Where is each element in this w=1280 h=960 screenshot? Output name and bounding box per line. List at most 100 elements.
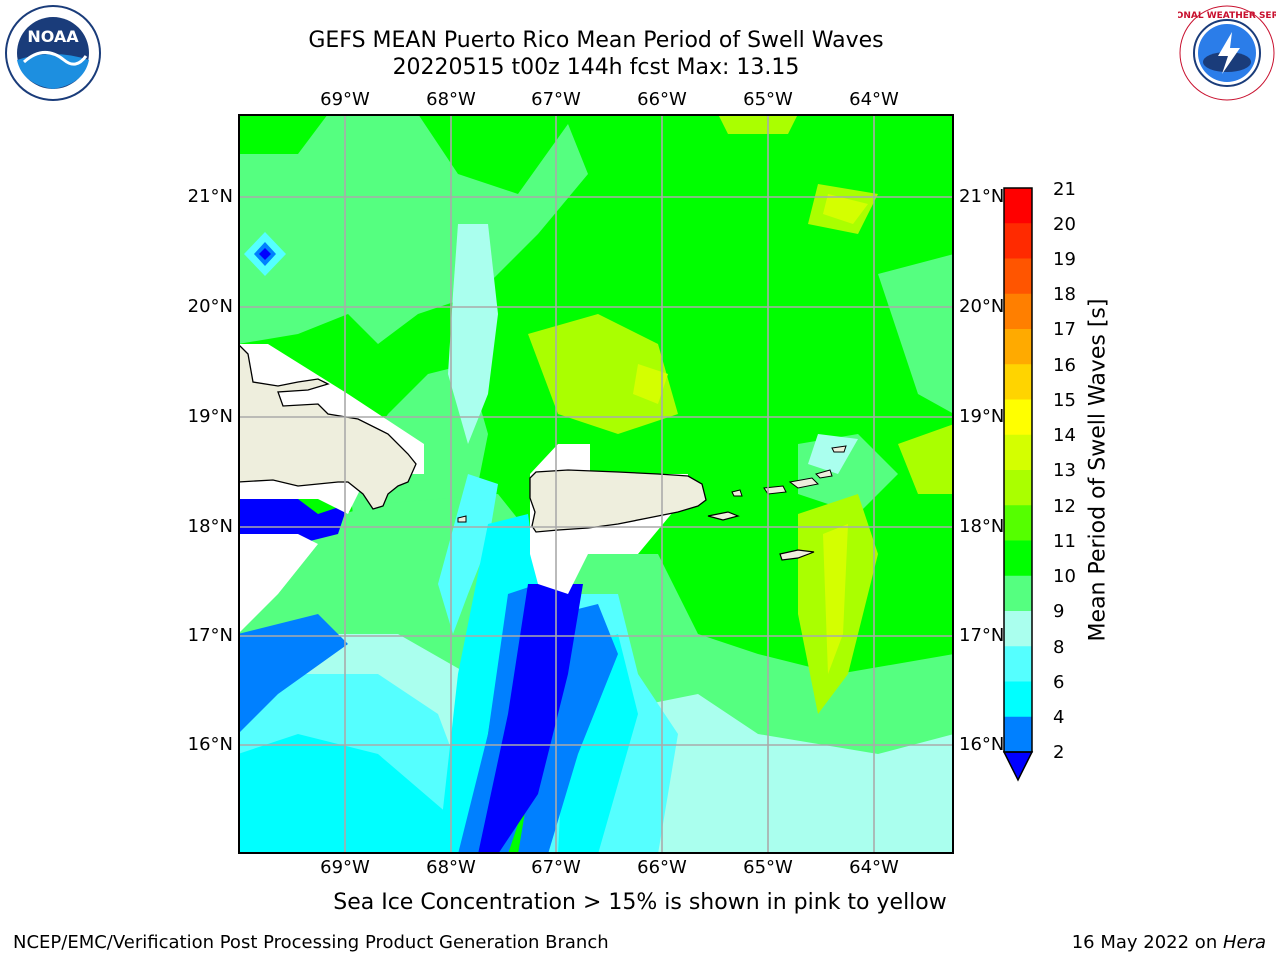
lat-label-left: 17°N xyxy=(187,625,233,646)
colorbar-tick: 2 xyxy=(1053,742,1065,763)
map-frame xyxy=(238,114,954,854)
lat-label-right: 16°N xyxy=(959,734,1005,755)
lat-label-right: 17°N xyxy=(959,625,1005,646)
footer-branch: NCEP/EMC/Verification Post Processing Pr… xyxy=(13,932,609,953)
footer-host: Hera xyxy=(1222,932,1266,953)
land-vieques xyxy=(707,511,740,521)
field-9-10 xyxy=(238,114,588,344)
lon-label-bottom: 65°W xyxy=(743,857,793,878)
lat-label-right: 21°N xyxy=(959,186,1005,207)
lon-label-top: 69°W xyxy=(320,89,370,110)
colorbar-tick: 17 xyxy=(1053,319,1076,340)
colorbar-swatch xyxy=(1004,681,1032,718)
colorbar-tick: 18 xyxy=(1053,284,1076,305)
lon-label-top: 67°W xyxy=(531,89,581,110)
field-12-13 xyxy=(823,194,868,224)
field-6-8 xyxy=(438,474,498,634)
footer-date: 16 May 2022 on Hera xyxy=(1072,932,1266,953)
field-8-9 xyxy=(808,434,858,474)
colorbar-tick: 19 xyxy=(1053,249,1076,270)
lat-label-right: 18°N xyxy=(959,516,1005,537)
field-8-9 xyxy=(448,224,498,444)
field-2-4 xyxy=(238,614,348,734)
field-11-12 xyxy=(898,424,954,494)
map-panel xyxy=(238,114,954,854)
lon-label-top: 65°W xyxy=(743,89,793,110)
colorbar-tick: 6 xyxy=(1053,672,1065,693)
lon-label-top: 66°W xyxy=(637,89,687,110)
colorbar-tick: 15 xyxy=(1053,390,1076,411)
lon-label-top: 68°W xyxy=(426,89,476,110)
footer-date-text: 16 May 2022 on xyxy=(1071,932,1223,953)
lat-label-right: 20°N xyxy=(959,296,1005,317)
colorbar-swatch xyxy=(1004,646,1032,682)
colorbar-tick: 10 xyxy=(1053,566,1076,587)
chart-subtitle: 20220515 t00z 144h fcst Max: 13.15 xyxy=(392,55,800,80)
nws-logo-text: NATIONAL WEATHER SERVICE xyxy=(1178,11,1276,21)
land-anegada xyxy=(831,445,847,453)
field-8-9 xyxy=(598,694,954,854)
land-st-croix xyxy=(779,549,815,561)
colorbar-extend-arrow xyxy=(1002,751,1034,782)
land-hispaniola xyxy=(238,343,417,510)
lon-label-bottom: 67°W xyxy=(531,857,581,878)
colorbar-swatches xyxy=(1004,188,1032,753)
colorbar-tick: 16 xyxy=(1053,355,1076,376)
colorbar-tick: 12 xyxy=(1053,496,1076,517)
colorbar-tick: 9 xyxy=(1053,601,1065,622)
colorbar-swatch xyxy=(1004,399,1032,436)
lon-label-bottom: 69°W xyxy=(320,857,370,878)
colorbar-swatch xyxy=(1004,540,1032,577)
noaa-logo: NOAA xyxy=(5,5,101,101)
lat-label-right: 19°N xyxy=(959,406,1005,427)
field-4-6 xyxy=(238,734,458,854)
colorbar-swatch xyxy=(1004,575,1032,612)
nws-logo: NATIONAL WEATHER SERVICE xyxy=(1178,5,1276,101)
land-culebra xyxy=(731,489,743,497)
colorbar-swatch xyxy=(1004,223,1032,259)
field-11-12 xyxy=(718,114,798,134)
chart-title: GEFS MEAN Puerto Rico Mean Period of Swe… xyxy=(308,28,884,53)
colorbar-tick: 11 xyxy=(1053,531,1076,552)
colorbar-swatch xyxy=(1004,188,1032,224)
colorbar-swatch xyxy=(1004,716,1032,753)
land-mona-island xyxy=(457,515,467,523)
field-12-13 xyxy=(633,364,668,404)
lon-label-bottom: 66°W xyxy=(637,857,687,878)
land-virgin-gorda xyxy=(815,469,833,479)
land-tortola xyxy=(788,477,820,489)
colorbar-swatch xyxy=(1004,329,1032,365)
field-below-2 xyxy=(259,248,271,260)
noaa-logo-text: NOAA xyxy=(27,27,79,46)
colorbar xyxy=(1002,187,1034,782)
lon-label-bottom: 68°W xyxy=(426,857,476,878)
lat-label-left: 16°N xyxy=(187,734,233,755)
colorbar-frame xyxy=(1003,187,1033,753)
colorbar-swatch xyxy=(1004,364,1032,400)
lat-label-left: 21°N xyxy=(187,186,233,207)
colorbar-swatch xyxy=(1004,293,1032,330)
colorbar-tick: 4 xyxy=(1053,707,1065,728)
colorbar-tick: 21 xyxy=(1053,179,1076,200)
field-2-4 xyxy=(518,604,618,854)
colorbar-swatch xyxy=(1004,611,1032,647)
sea-ice-caption: Sea Ice Concentration > 15% is shown in … xyxy=(333,890,947,915)
field-below-2 xyxy=(238,499,348,544)
colorbar-label: Mean Period of Swell Waves [s] xyxy=(1085,298,1111,642)
masked-region xyxy=(238,534,318,634)
lat-label-left: 18°N xyxy=(187,516,233,537)
colorbar-tick: 20 xyxy=(1053,214,1076,235)
colorbar-swatch xyxy=(1004,258,1032,295)
field-11-12 xyxy=(528,314,678,434)
land-st-thomas xyxy=(763,485,787,495)
lat-label-left: 19°N xyxy=(187,406,233,427)
lon-label-top: 64°W xyxy=(849,89,899,110)
colorbar-tick: 8 xyxy=(1053,637,1065,658)
lat-label-left: 20°N xyxy=(187,296,233,317)
graticule xyxy=(238,114,954,854)
colorbar-swatch xyxy=(1004,434,1032,471)
colorbar-tick: 14 xyxy=(1053,425,1076,446)
colorbar-swatch xyxy=(1004,505,1032,541)
colorbar-tick: 13 xyxy=(1053,460,1076,481)
lon-label-bottom: 64°W xyxy=(849,857,899,878)
